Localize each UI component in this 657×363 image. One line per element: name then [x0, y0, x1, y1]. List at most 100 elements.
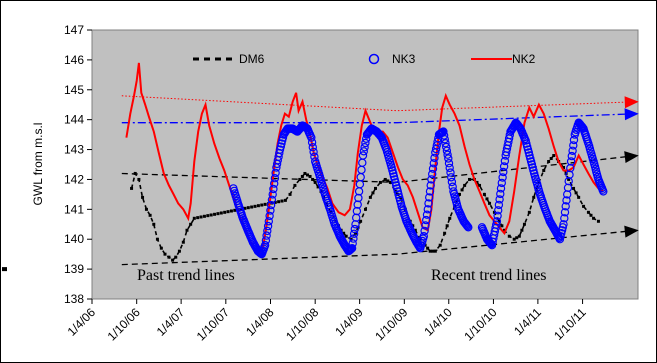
dm6-point [500, 224, 504, 228]
legend-label-nk2: NK2 [512, 52, 536, 66]
nk3-point [492, 217, 502, 226]
dm6-point [240, 207, 244, 211]
legend: DM6 NK3 NK2 [193, 52, 536, 66]
dm6-point [413, 228, 417, 232]
dm6-point [298, 177, 302, 181]
dm6-point [141, 195, 145, 199]
nk3-point [462, 221, 471, 230]
dm6-point [344, 234, 348, 238]
dm6-point [582, 204, 586, 208]
dm6-point [189, 222, 193, 226]
nk3-point [349, 234, 358, 243]
nk3-point [309, 147, 318, 157]
nk3-point [561, 202, 570, 211]
nk3-point [494, 206, 503, 215]
nk3-point [562, 196, 571, 205]
nk3-point [494, 200, 504, 210]
dm6-point [547, 160, 551, 164]
x-tick-label: 1/4/07 [154, 305, 188, 339]
nk3-point [495, 195, 504, 204]
nk3-point [464, 223, 473, 232]
dm6-point [133, 171, 137, 175]
nk3-point [559, 220, 568, 229]
dm6-point [209, 213, 213, 217]
annotation-recent-trend: Recent trend lines [431, 267, 547, 284]
y-axis-label: GWL from m.s.l [31, 123, 45, 206]
nk3-point [447, 177, 457, 187]
dm6-point [388, 180, 392, 184]
nk3-point [266, 206, 275, 215]
nk3-point [350, 224, 359, 234]
x-tick-label: 1/10/07 [194, 305, 232, 343]
dm6-point [371, 191, 375, 195]
nk3-point [264, 217, 273, 226]
nk3-point [428, 164, 438, 173]
nk3-point [359, 147, 368, 156]
dm6-point [196, 216, 200, 220]
nk3-point [560, 214, 569, 223]
dm6-point [448, 216, 452, 220]
nk3-point [424, 199, 433, 208]
nk3-point [267, 195, 277, 204]
dm6-point [243, 206, 247, 210]
nk3-point [446, 168, 455, 177]
trend-line [121, 95, 637, 112]
dm6-point [445, 224, 449, 228]
dm6-point [288, 192, 292, 196]
nk3-point [444, 158, 454, 168]
x-tick-label: 1/10/09 [372, 305, 410, 343]
nk3-point [493, 211, 502, 220]
dm6-point [246, 206, 250, 210]
dm6-point [532, 195, 536, 199]
y-tick-label: 142 [64, 172, 84, 186]
dm6-point [349, 237, 353, 241]
nk3-point [271, 168, 280, 178]
nk3-point [263, 221, 273, 231]
nk3-point [447, 173, 456, 182]
nk3-point [429, 159, 438, 168]
nk3-point [360, 142, 369, 152]
dm6-point [283, 198, 287, 202]
dm6-point [300, 174, 304, 178]
dm6-point [223, 210, 227, 214]
dm6-point [159, 246, 163, 250]
x-tick-label: 1/4/10 [421, 305, 455, 339]
dm6-point [572, 186, 576, 190]
dm6-point [592, 216, 596, 220]
nk3-point [270, 179, 279, 188]
dm6-line [130, 171, 195, 262]
dm6-point [130, 186, 134, 190]
nk3-point [569, 135, 579, 145]
dm6-point [316, 185, 320, 189]
dm6-point [280, 199, 284, 203]
dm6-point [167, 255, 171, 259]
dm6-point [502, 228, 506, 232]
dm6-point [426, 246, 430, 250]
nk3-point [569, 141, 578, 150]
dm6-point [537, 180, 541, 184]
dm6-point [253, 204, 257, 208]
dm6-point [273, 200, 277, 204]
dm6-point [492, 210, 496, 214]
nk3-point [266, 200, 276, 210]
y-tick-label: 138 [64, 292, 84, 306]
dm6-point [216, 212, 220, 216]
nk3-point [441, 138, 450, 148]
dm6-point [177, 249, 181, 253]
nk3-point [498, 173, 507, 182]
legend-label-nk3: NK3 [392, 52, 416, 66]
nk3-point [499, 167, 508, 177]
dm6-point [552, 154, 556, 158]
legend-label-dm6: DM6 [239, 52, 265, 66]
nk3-point [423, 205, 432, 214]
nk3-point [262, 231, 271, 240]
dm6-point [478, 183, 482, 187]
nk3-point [422, 215, 431, 225]
y-tick-label: 145 [64, 83, 84, 97]
trend-arrowhead [624, 96, 639, 109]
nk3-point [358, 151, 368, 160]
dm6-point [512, 237, 516, 241]
dm6-point [250, 205, 254, 209]
nk3-point [420, 226, 429, 236]
